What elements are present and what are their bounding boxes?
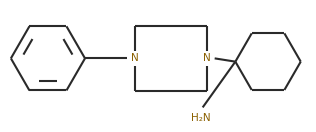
Text: N: N <box>203 53 211 63</box>
Text: H₂N: H₂N <box>191 113 210 123</box>
Text: N: N <box>131 53 139 63</box>
